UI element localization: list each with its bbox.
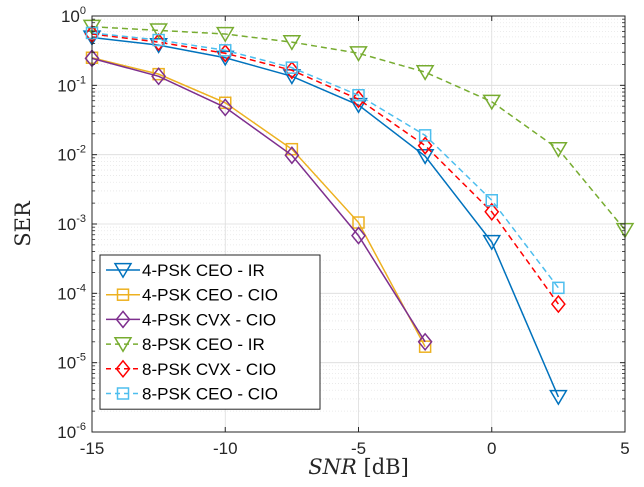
y-tick-exponent: -2: [76, 144, 86, 156]
legend-marker: [113, 336, 133, 353]
legend-marker: [113, 262, 133, 279]
series-5: [84, 24, 566, 314]
data-point-marker: [352, 88, 365, 102]
data-point-marker: [484, 202, 500, 221]
legend-label: 8-PSK CVX - CIO: [142, 360, 276, 379]
data-point-marker: [485, 194, 498, 207]
series-layer: [82, 19, 635, 406]
series-line: [91, 36, 560, 398]
data-point-marker: [349, 46, 368, 62]
data-point-marker: [415, 64, 435, 81]
legend-label: 4-PSK CVX - CIO: [142, 310, 276, 329]
legend-label: 4-PSK CEO - CIO: [142, 286, 278, 305]
tick-marks: [91, 15, 626, 433]
x-tick-label: -15: [80, 439, 105, 458]
legend-marker: [116, 387, 130, 400]
series-line: [91, 57, 426, 348]
x-axis-label: SNR [dB]: [308, 455, 409, 479]
x-axis-label-unit: [dB]: [364, 455, 409, 479]
legend-entry: 8-PSK CEO - IR: [106, 335, 265, 354]
data-point-marker: [351, 90, 366, 109]
series-line: [91, 32, 559, 289]
legend-label: 8-PSK CEO - CIO: [142, 385, 278, 404]
y-tick-label: 10-6: [57, 421, 86, 442]
series-line: [91, 25, 626, 231]
data-point-marker: [417, 136, 433, 155]
data-point-marker: [217, 44, 233, 63]
y-tick-base: 10: [57, 146, 76, 165]
y-tick-base: 10: [57, 76, 76, 95]
x-axis-label-quantity: SNR: [308, 455, 357, 479]
y-tick-exponent: 0: [80, 5, 86, 17]
series-6: [85, 26, 565, 295]
data-point-marker: [351, 226, 366, 245]
y-tick-exponent: -4: [76, 282, 86, 294]
y-tick-label: 10-1: [57, 74, 86, 95]
data-point-marker: [415, 149, 435, 165]
x-tick-label: -10: [213, 439, 238, 458]
data-point-marker: [550, 294, 566, 314]
data-point-marker: [549, 389, 568, 406]
data-point-marker: [215, 50, 235, 67]
legend-entry: 4-PSK CVX - CIO: [106, 310, 276, 329]
y-tick-label: 100: [61, 5, 86, 26]
y-tick-label: 10-4: [57, 282, 86, 303]
data-point-marker: [282, 34, 302, 51]
y-tick-base: 10: [57, 354, 76, 373]
data-point-marker: [151, 67, 167, 86]
series-line: [91, 57, 426, 343]
x-tick-labels: -15 -10 -5 0 5: [80, 439, 630, 458]
y-tick-exponent: -5: [76, 352, 86, 364]
legend-label: 4-PSK CEO - IR: [142, 261, 265, 280]
legend-entry: 4-PSK CEO - CIO: [106, 286, 278, 305]
legend-label: 8-PSK CEO - IR: [142, 335, 265, 354]
data-point-marker: [152, 33, 165, 47]
data-point-marker: [417, 332, 433, 351]
y-tick-base: 10: [61, 7, 80, 26]
data-point-marker: [285, 61, 299, 74]
data-point-marker: [284, 146, 300, 165]
data-point-marker: [217, 98, 233, 117]
x-tick-label: 0: [487, 439, 496, 458]
series-line: [91, 33, 559, 305]
legend-entry: 4-PSK CEO - IR: [106, 261, 265, 280]
data-point-marker: [482, 94, 502, 111]
y-tick-label: 10-2: [57, 144, 86, 165]
y-tick-base: 10: [57, 215, 76, 234]
legend-box: [99, 254, 321, 410]
data-point-marker: [149, 23, 168, 40]
data-point-marker: [418, 129, 432, 142]
y-tick-base: 10: [57, 284, 76, 303]
data-point-marker: [215, 26, 235, 43]
legend: 4-PSK CEO - IR 4-PSK CEO - CIO 4-PSK CVX -…: [99, 254, 321, 410]
x-tick-label: -5: [351, 439, 366, 458]
data-point-marker: [549, 142, 568, 158]
data-point-marker: [552, 281, 565, 295]
y-tick-label: 10-5: [57, 352, 86, 373]
legend-entry: 8-PSK CEO - CIO: [106, 385, 278, 404]
legend-marker: [116, 288, 130, 301]
data-point-marker: [482, 234, 502, 251]
legend-entry: 8-PSK CVX - CIO: [106, 359, 276, 379]
x-tick-label: 5: [620, 439, 629, 458]
legend-marker: [115, 310, 131, 329]
legend-marker: [115, 359, 131, 378]
y-tick-label: 10-3: [57, 213, 86, 234]
y-tick-exponent: -6: [76, 421, 86, 433]
y-axis-label: SER: [11, 200, 35, 247]
data-point-marker: [219, 44, 232, 57]
data-point-marker: [284, 61, 300, 80]
y-tick-base: 10: [57, 423, 76, 442]
y-tick-exponent: -3: [76, 213, 86, 225]
y-tick-exponent: -1: [76, 74, 86, 86]
